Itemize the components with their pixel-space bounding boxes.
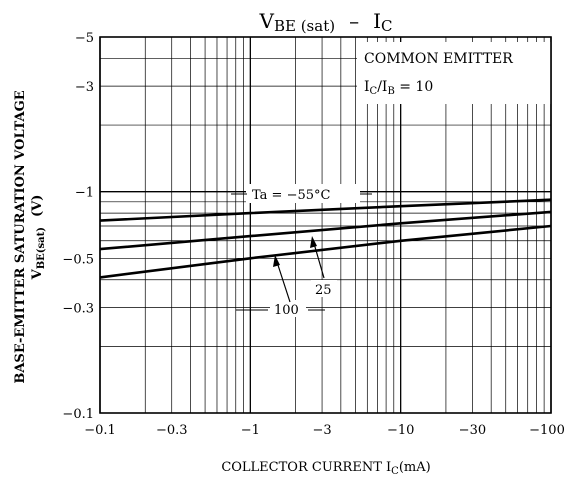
chart-title-right-sub: C [381, 17, 392, 35]
legend-ic: I [364, 79, 370, 95]
series-label-bg-100 [270, 300, 306, 317]
y-axis-label: BASE-EMITTER SATURATION VOLTAGE VBE(sat)… [13, 90, 47, 383]
y-tick-label: −0.3 [62, 301, 94, 316]
legend-ratio: = 10 [395, 79, 433, 95]
legend-line2: IC/IB = 10 [364, 79, 433, 97]
series-line-1 [99, 210, 552, 251]
y-axis-label-line1: BASE-EMITTER SATURATION VOLTAGE [13, 90, 28, 383]
y-axis-label-v-sub: BE(sat) [36, 227, 47, 269]
y-tick-label: −0.5 [62, 252, 94, 267]
y-tick-label: −3 [75, 80, 94, 95]
arrow-25-head [310, 236, 317, 248]
y-tick-label: −0.1 [62, 407, 94, 422]
y-tick-label: −5 [75, 31, 94, 46]
x-tick-label: −30 [459, 423, 486, 438]
legend-ib-sub: B [387, 86, 394, 97]
series-labels: Ta = −55°C 25 100 [231, 184, 372, 318]
chart-title-main-sub: BE (sat) [274, 17, 335, 35]
series-label-100: 100 [274, 303, 299, 318]
x-axis-label-unit: (mA) [399, 460, 431, 475]
series-line-0 [99, 198, 552, 222]
chart-title-main: V [259, 9, 275, 33]
y-tick-labels: −5 −3 −1 −0.5 −0.3 −0.1 [62, 31, 94, 422]
grid-lines [99, 36, 552, 414]
arrow-100-head [273, 255, 280, 267]
legend-line1: COMMON EMITTER [364, 51, 513, 67]
x-tick-label: −3 [312, 423, 331, 438]
legend-ib: /I [377, 79, 387, 95]
legend-box: COMMON EMITTER IC/IB = 10 [357, 42, 551, 104]
series-label-25: 25 [315, 283, 332, 298]
x-tick-labels: −0.1 −0.3 −1 −3 −10 −30 −100 [84, 423, 565, 438]
x-tick-label: −0.1 [84, 423, 116, 438]
plot-frame [99, 36, 552, 414]
x-tick-label: −100 [529, 423, 565, 438]
legend-box-bg [357, 42, 551, 104]
arrow-100-shaft [275, 258, 291, 303]
chart-title-dash: – [349, 9, 359, 33]
chart-title: VBE (sat) – IC [259, 9, 393, 35]
y-axis-label-line2: VBE(sat) (V) [30, 195, 47, 281]
y-axis-label-v: V [30, 268, 45, 280]
legend-ic-sub: C [370, 86, 378, 97]
x-axis-label-sub: C [391, 466, 399, 477]
y-tick-label: −1 [75, 186, 94, 201]
x-axis-label-text: COLLECTOR CURRENT I [221, 460, 391, 475]
series-label-55: Ta = −55°C [252, 188, 331, 203]
y-axis-label-unit: (V) [30, 195, 45, 217]
chart-title-right: I [373, 9, 381, 33]
series-lines [99, 198, 552, 279]
x-tick-label: −1 [241, 423, 260, 438]
series-label-bg-25 [311, 280, 337, 297]
x-tick-label: −10 [387, 423, 414, 438]
series-line-2 [99, 224, 552, 279]
series-label-bg-55 [246, 184, 360, 203]
x-tick-label: −0.3 [156, 423, 188, 438]
x-axis-label: COLLECTOR CURRENT IC(mA) [221, 460, 430, 477]
